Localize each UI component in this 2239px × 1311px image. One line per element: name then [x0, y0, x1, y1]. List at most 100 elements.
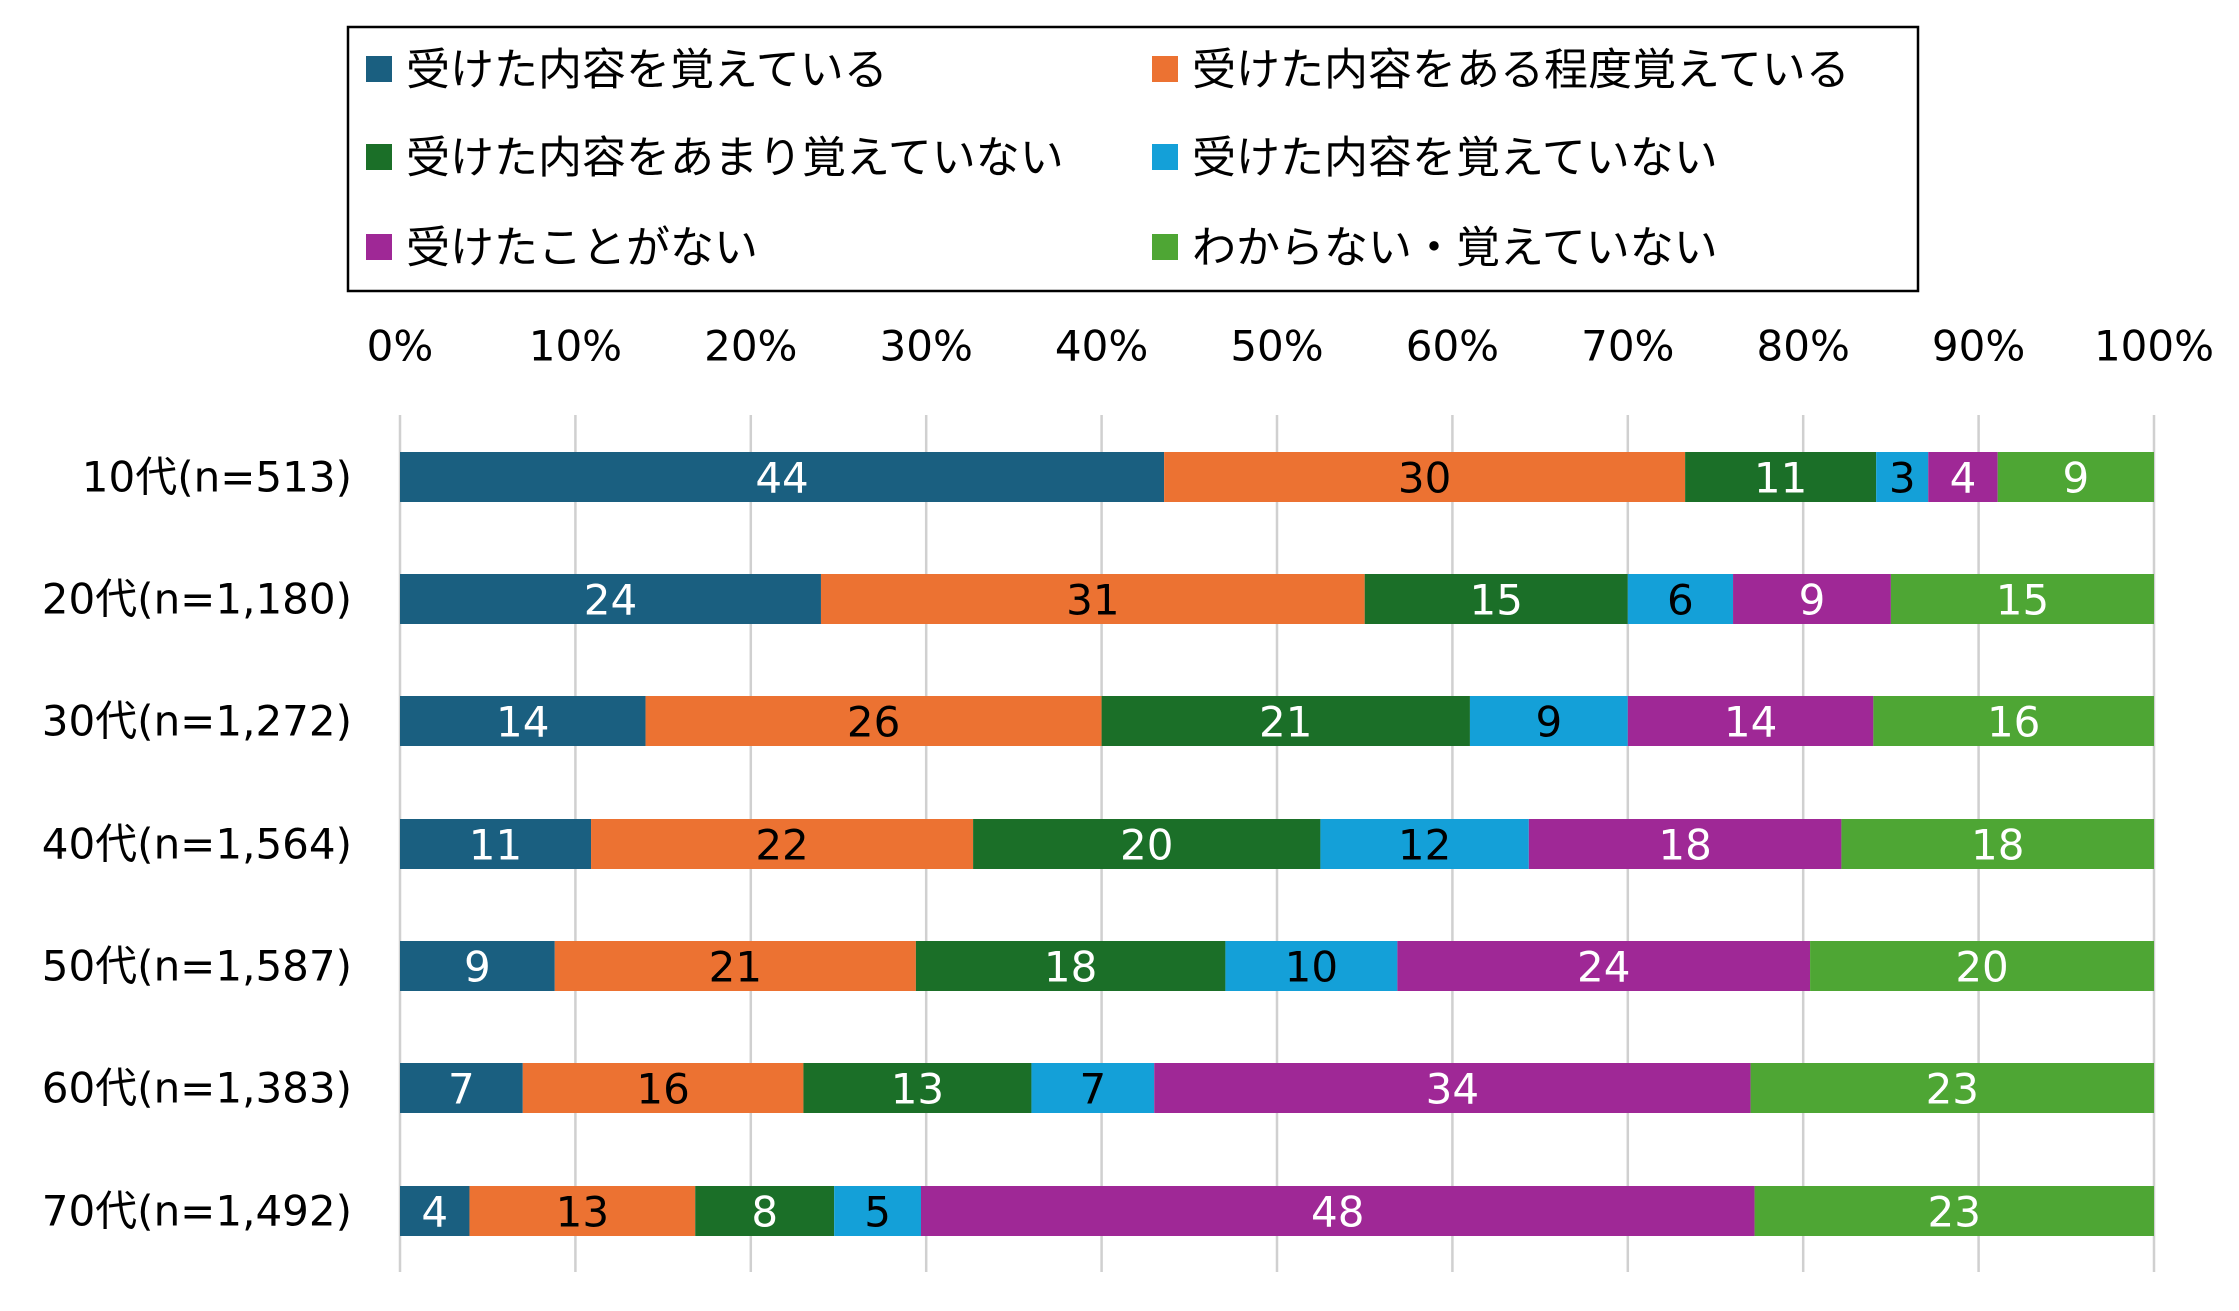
bar-segment [1627, 574, 1734, 624]
bar-segment [695, 1186, 835, 1236]
category-label: 60代(n=1,383) [42, 1064, 352, 1113]
x-tick-label: 0% [367, 322, 434, 371]
data-label: 16 [636, 1065, 689, 1114]
data-label: 34 [1426, 1065, 1479, 1114]
data-label: 21 [1259, 698, 1312, 747]
bar-segment [834, 1186, 921, 1236]
data-label: 24 [584, 576, 637, 625]
data-label: 16 [1987, 698, 2040, 747]
data-label: 44 [755, 454, 808, 503]
bar-segment [591, 819, 974, 869]
x-tick-label: 50% [1230, 322, 1323, 371]
data-label: 30 [1398, 454, 1451, 503]
x-tick-label: 80% [1757, 322, 1850, 371]
data-label: 4 [421, 1188, 448, 1237]
legend-swatch [1152, 56, 1178, 82]
bar-segment [1928, 452, 1998, 502]
bar-segment [1225, 941, 1398, 991]
category-label: 30代(n=1,272) [42, 697, 352, 746]
data-label: 4 [1950, 454, 1977, 503]
data-label: 18 [1658, 821, 1711, 870]
x-tick-label: 40% [1055, 322, 1148, 371]
bar-segment [1810, 941, 2154, 991]
y-axis-categories: 10代(n=513) 20代(n=1,180) 30代(n=1,272) 40代(n=… [42, 453, 352, 1236]
data-label: 20 [1120, 821, 1173, 870]
bar-segment [400, 696, 646, 746]
legend-swatch [1152, 144, 1178, 170]
legend: 受けた内容を覚えている 受けた内容をある程度覚えている受けた内容をあまり覚えていな… [346, 25, 1920, 293]
data-label: 6 [1667, 576, 1694, 625]
data-label: 15 [1996, 576, 2049, 625]
bar-segment [1154, 1063, 1751, 1113]
bar-segment [1627, 696, 1874, 746]
data-label: 14 [496, 698, 549, 747]
bar-segment [1364, 574, 1628, 624]
bar-segment [554, 941, 916, 991]
bar-segment [1876, 452, 1929, 502]
bar-segment [1841, 819, 2154, 869]
data-label: 22 [755, 821, 808, 870]
bar-segment [973, 819, 1321, 869]
bar-segment [1164, 452, 1686, 502]
data-label: 12 [1398, 821, 1451, 870]
bar-segment [1733, 574, 1891, 624]
category-label: 20代(n=1,180) [42, 575, 352, 624]
data-label: 7 [448, 1065, 475, 1114]
bar-segment [400, 941, 555, 991]
data-label: 7 [1079, 1065, 1106, 1114]
x-axis-ticks: 0% 10% 20% 30% 40% 50% 60% 70% 80% 90% 100% [367, 322, 2214, 371]
data-label: 24 [1577, 943, 1630, 992]
category-label: 10代(n=513) [82, 453, 352, 502]
legend-box [346, 25, 1920, 293]
data-label: 14 [1724, 698, 1777, 747]
category-label: 70代(n=1,492) [42, 1187, 352, 1236]
legend-swatch [366, 144, 392, 170]
x-tick-label: 100% [2094, 322, 2214, 371]
x-tick-label: 10% [529, 322, 622, 371]
data-label: 15 [1470, 576, 1523, 625]
legend-swatch [1152, 234, 1178, 260]
bar-segment [1754, 1186, 2154, 1236]
bar-segment [1685, 452, 1877, 502]
legend-label: 受けた内容をある程度覚えている [1192, 45, 1850, 96]
bar-segment [645, 696, 1102, 746]
x-tick-label: 70% [1581, 322, 1674, 371]
data-label: 20 [1955, 943, 2008, 992]
bar-segment [803, 1063, 1032, 1113]
category-label: 50代(n=1,587) [42, 942, 352, 991]
data-label: 26 [847, 698, 900, 747]
data-label: 9 [1536, 698, 1563, 747]
bar-segment [400, 1186, 470, 1236]
bar-segment [915, 941, 1226, 991]
bar-segment [1528, 819, 1842, 869]
bar-segment [469, 1186, 696, 1236]
bar-segment [400, 1063, 523, 1113]
bar-segment [1320, 819, 1529, 869]
legend-label: わからない・覚えていない [1192, 223, 1718, 274]
bar-segment [1750, 1063, 2154, 1113]
data-label: 3 [1889, 454, 1916, 503]
x-tick-label: 30% [880, 322, 973, 371]
legend-label: 受けた内容を覚えている [406, 45, 888, 96]
legend-label: 受けた内容を覚えていない [1192, 133, 1718, 184]
data-label: 48 [1311, 1188, 1364, 1237]
data-label: 11 [1754, 454, 1807, 503]
legend-swatch [366, 234, 392, 260]
legend-label: 受けた内容をあまり覚えていない [406, 133, 1064, 184]
bar-segment [400, 452, 1165, 502]
bar-segment [1997, 452, 2154, 502]
bar-segment [920, 1186, 1755, 1236]
data-label: 10 [1285, 943, 1338, 992]
bar-segment [1031, 1063, 1155, 1113]
bar-segment [1397, 941, 1811, 991]
bar-segment [820, 574, 1365, 624]
bar-segment [1890, 574, 2154, 624]
data-label: 5 [864, 1188, 891, 1237]
category-label: 40代(n=1,564) [42, 820, 352, 869]
data-label: 13 [556, 1188, 609, 1237]
data-label: 23 [1928, 1188, 1981, 1237]
data-label: 9 [464, 943, 491, 992]
legend-label: 受けたことがない [406, 223, 758, 274]
